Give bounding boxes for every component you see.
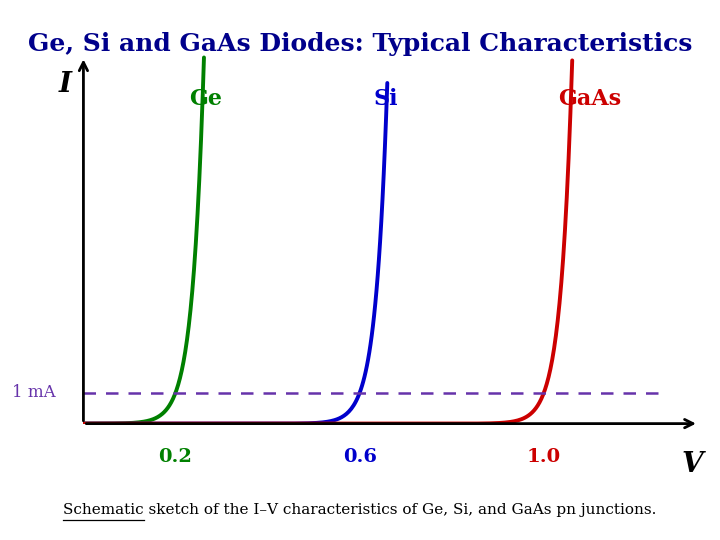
Text: I: I bbox=[58, 71, 71, 98]
Text: Ge, Si and GaAs Diodes: Typical Characteristics: Ge, Si and GaAs Diodes: Typical Characte… bbox=[28, 32, 692, 56]
Text: GaAs: GaAs bbox=[558, 88, 621, 110]
Text: 1 mA: 1 mA bbox=[12, 384, 55, 401]
Text: 0.6: 0.6 bbox=[343, 448, 377, 467]
Text: Si: Si bbox=[374, 88, 398, 110]
Text: 1.0: 1.0 bbox=[527, 448, 561, 467]
Text: 0.2: 0.2 bbox=[158, 448, 192, 467]
Text: V: V bbox=[682, 451, 703, 478]
Text: Ge: Ge bbox=[189, 88, 222, 110]
Text: Schematic sketch of the I–V characteristics of Ge, Si, and GaAs pn junctions.: Schematic sketch of the I–V characterist… bbox=[63, 503, 657, 517]
